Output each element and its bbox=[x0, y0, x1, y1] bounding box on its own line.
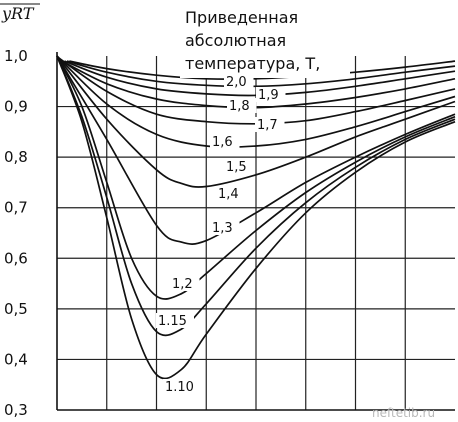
series-line-1-3 bbox=[56, 55, 456, 245]
curve-label: 1,2 bbox=[172, 277, 193, 292]
legend-line-3: температура, T, bbox=[185, 54, 320, 73]
curve-label: 2,0 bbox=[226, 75, 247, 90]
y-tick-labels: 1,0 0,9 0,8 0,7 0,6 0,5 0,4 0,3 bbox=[4, 47, 28, 419]
curve-label-bg bbox=[210, 220, 240, 235]
curve-label-bg bbox=[156, 313, 194, 328]
curve-label-bg bbox=[163, 379, 201, 394]
y-tick-label: 0,8 bbox=[4, 148, 28, 166]
curve-label-bg bbox=[210, 134, 240, 149]
curve-label: 1,6 bbox=[212, 135, 233, 150]
y-tick-label: 0,3 bbox=[4, 401, 28, 419]
legend-line-2: абсолютная bbox=[185, 31, 286, 50]
curve-label: 1,7 bbox=[257, 118, 278, 133]
curve-label-bg bbox=[255, 117, 285, 132]
legend-title: Приведенная абсолютная температура, T, bbox=[180, 6, 350, 78]
legend-line-1: Приведенная bbox=[185, 8, 298, 27]
curve-labels: 2,0 1,9 1,8 1,7 1,6 1,5 1,4 1,3 1,2 1.15 1.10 bbox=[156, 74, 286, 395]
y-tick-label: 0,6 bbox=[4, 249, 28, 267]
series-line-1-10 bbox=[56, 55, 456, 380]
curve-label: 1,3 bbox=[212, 221, 233, 236]
curve-label-bg bbox=[256, 87, 286, 102]
curve-label: 1,4 bbox=[218, 187, 239, 202]
y-tick-label: 0,9 bbox=[4, 98, 28, 116]
curve-label: 1,9 bbox=[258, 88, 279, 103]
series-line-1-9 bbox=[66, 60, 456, 88]
series-line-2-0 bbox=[69, 60, 456, 80]
curve-label-bg bbox=[216, 186, 246, 201]
y-tick-label: 0,7 bbox=[4, 199, 28, 217]
y-tick-label: 0,4 bbox=[4, 350, 28, 368]
axes bbox=[0, 3, 455, 411]
curve-label-bg bbox=[224, 74, 254, 89]
y-tick-label: 0,5 bbox=[4, 300, 28, 318]
curve-label-bg bbox=[227, 98, 257, 113]
curve-label: 1.15 bbox=[158, 314, 187, 329]
legend-background bbox=[180, 6, 350, 78]
curve-label-bg bbox=[224, 159, 254, 174]
curve-label: 1,8 bbox=[229, 99, 250, 114]
y-tick-label: 1,0 bbox=[4, 47, 28, 65]
series-line-1-4 bbox=[56, 55, 456, 188]
curve-label-bg bbox=[170, 276, 200, 291]
curve-label: 1.10 bbox=[165, 380, 194, 395]
series-line-1-5 bbox=[56, 55, 456, 149]
curve-label: 1,5 bbox=[226, 160, 247, 175]
watermark: neftetib.ru bbox=[372, 406, 435, 420]
y-axis-label: yRT bbox=[1, 4, 35, 23]
